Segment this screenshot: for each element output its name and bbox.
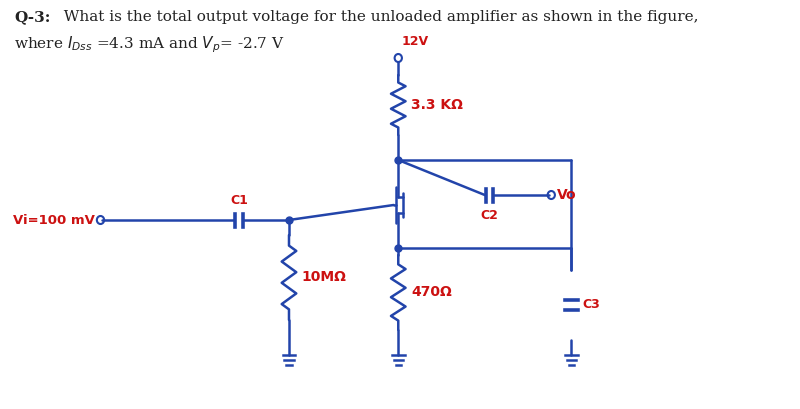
Text: Vo: Vo (557, 188, 576, 202)
Text: What is the total output voltage for the unloaded amplifier as shown in the figu: What is the total output voltage for the… (54, 10, 698, 24)
Text: where $I_{Dss}$ =4.3 mA and $V_p$= -2.7 V: where $I_{Dss}$ =4.3 mA and $V_p$= -2.7 … (14, 34, 285, 54)
Text: 12V: 12V (402, 35, 429, 48)
Text: 10MΩ: 10MΩ (302, 270, 346, 284)
Text: Q-3:: Q-3: (14, 10, 50, 24)
Text: 3.3 KΩ: 3.3 KΩ (411, 98, 463, 112)
Text: C2: C2 (480, 209, 498, 222)
Text: 470Ω: 470Ω (411, 285, 452, 299)
Text: Vi=100 mV: Vi=100 mV (13, 213, 95, 227)
Text: C1: C1 (230, 194, 248, 207)
Text: C3: C3 (582, 299, 600, 312)
